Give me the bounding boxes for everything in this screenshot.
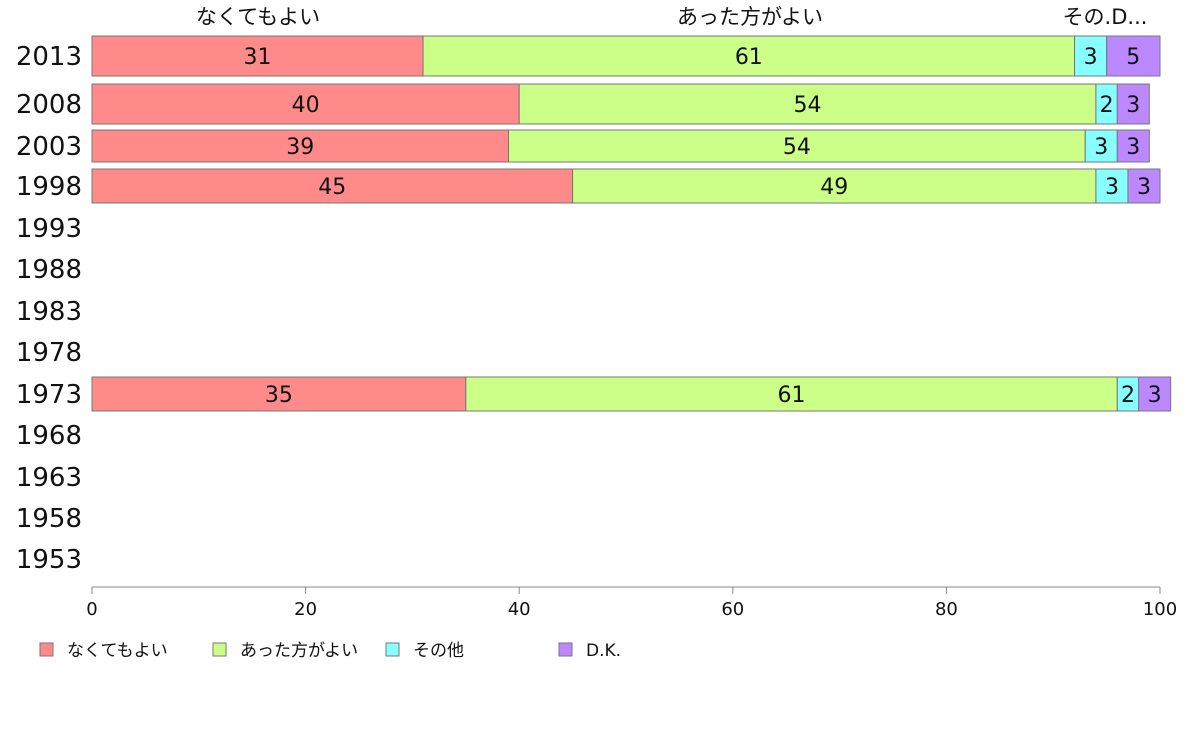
bar-1998-series-1 (572, 168, 1097, 204)
data-label-1998-series-2: 3 (1105, 175, 1119, 200)
legend-swatch-1 (212, 642, 227, 657)
data-label-2008-series-1: 54 (794, 93, 822, 118)
data-label-1973-series-1: 61 (778, 383, 806, 408)
x-tick-label-40: 40 (508, 599, 531, 620)
data-label-2013-series-3: 5 (1126, 45, 1140, 70)
year-label-1958: 1958 (16, 504, 82, 534)
bar-2013-series-1 (422, 35, 1076, 77)
legend: なくてもよい あった方がよい その他 D.K. (39, 641, 621, 661)
year-label-1963: 1963 (16, 463, 82, 493)
bar-2003-series-1 (508, 129, 1086, 163)
data-label-2003-series-0: 39 (286, 135, 314, 160)
bar-2013-series-0 (91, 35, 424, 77)
year-label-1993: 1993 (16, 214, 82, 244)
column-header-0: なくてもよい (196, 5, 320, 29)
data-label-2008-series-2: 2 (1100, 93, 1114, 118)
column-header-labels: なくてもよい あった方がよい その.D... (196, 5, 1148, 29)
data-label-1973-series-0: 35 (265, 383, 293, 408)
year-label-1978: 1978 (16, 338, 82, 368)
x-tick-label-100: 100 (1143, 599, 1177, 620)
year-labels: 2013 2008 2003 1998 1993 1988 1983 1978 1973 1968… (16, 42, 82, 575)
data-label-2003-series-1: 54 (783, 135, 811, 160)
year-label-2013: 2013 (16, 42, 82, 72)
bar-1998-series-0 (91, 168, 574, 204)
year-label-1983: 1983 (16, 297, 82, 327)
bar-2008-series-0 (91, 83, 520, 125)
bar-2003-series-2 (1084, 129, 1118, 163)
bar-1998-series-2 (1095, 168, 1129, 204)
data-label-2008-series-3: 3 (1126, 93, 1140, 118)
data-label-1998-series-3: 3 (1137, 175, 1151, 200)
legend-swatch-2 (385, 642, 400, 657)
bar-1973-series-0 (91, 376, 467, 412)
x-tick-label-20: 20 (294, 599, 317, 620)
year-label-1998: 1998 (16, 172, 82, 202)
bar-1973-series-3 (1138, 376, 1172, 412)
legend-label-2: その他 (413, 641, 464, 661)
data-label-2013-series-0: 31 (244, 45, 272, 70)
data-label-1998-series-1: 49 (820, 175, 848, 200)
bar-2008-series-3 (1116, 83, 1150, 125)
legend-swatch-3 (558, 642, 573, 657)
data-label-2013-series-2: 3 (1084, 45, 1098, 70)
bars: 31 61 3 540 54 2 339 54 3 345 49 3 335 61 2 3 (91, 35, 1172, 412)
year-label-1968: 1968 (16, 421, 82, 451)
legend-label-1: あった方がよい (240, 641, 358, 661)
column-header-1: あった方がよい (677, 5, 823, 29)
x-axis: 0 20 40 60 80 100 (86, 586, 1177, 620)
bar-2013-series-3 (1106, 35, 1161, 77)
legend-swatch-0 (39, 642, 54, 657)
x-tick-label-0: 0 (86, 599, 97, 620)
bar-2003-series-3 (1116, 129, 1150, 163)
bar-2008-series-1 (518, 83, 1097, 125)
data-label-1973-series-3: 3 (1148, 383, 1162, 408)
data-label-2008-series-0: 40 (292, 93, 320, 118)
year-label-1988: 1988 (16, 255, 82, 285)
data-label-2003-series-3: 3 (1126, 135, 1140, 160)
x-tick-label-80: 80 (935, 599, 958, 620)
legend-label-0: なくてもよい (67, 641, 168, 661)
bar-2003-series-0 (91, 129, 510, 163)
data-label-1973-series-2: 2 (1121, 383, 1135, 408)
column-header-2: その.D... (1063, 5, 1148, 29)
legend-label-3: D.K. (586, 641, 621, 661)
data-label-2013-series-1: 61 (735, 45, 763, 70)
year-label-2008: 2008 (16, 90, 82, 120)
x-tick-label-60: 60 (721, 599, 744, 620)
year-label-1953: 1953 (16, 545, 82, 575)
bar-1998-series-3 (1127, 168, 1161, 204)
bar-1973-series-1 (465, 376, 1118, 412)
bar-2013-series-2 (1074, 35, 1108, 77)
year-label-1973: 1973 (16, 380, 82, 410)
year-label-2003: 2003 (16, 132, 82, 162)
data-label-1998-series-0: 45 (318, 175, 346, 200)
data-label-2003-series-2: 3 (1094, 135, 1108, 160)
